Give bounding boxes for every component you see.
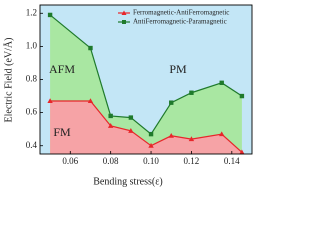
y-tick-label: 0.8: [26, 74, 38, 84]
y-tick-label: 1.0: [26, 40, 38, 50]
x-tick-label: 0.06: [62, 156, 78, 166]
y-tick-label: 0.4: [26, 140, 38, 150]
marker: [168, 132, 174, 138]
x-tick-label: 0.14: [224, 156, 240, 166]
chart: Bending stress(ε) Electric Field (eV/Å) …: [2, 4, 253, 187]
marker: [169, 100, 174, 105]
x-tick-label: 0.10: [143, 156, 159, 166]
marker: [188, 136, 195, 142]
region-label: PM: [169, 62, 187, 76]
area: [50, 101, 242, 154]
marker: [128, 128, 134, 133]
x-axis-label: Bending stress(ε): [93, 176, 162, 187]
y-tick-label: 1.2: [26, 7, 37, 17]
region-label: AFM: [49, 62, 75, 76]
x-tick-label: 0.08: [103, 156, 119, 166]
marker: [219, 131, 225, 137]
marker: [87, 98, 94, 104]
legend-marker: [122, 20, 126, 24]
marker: [47, 12, 53, 18]
marker: [239, 93, 245, 99]
legend-marker: [121, 10, 127, 15]
marker: [88, 45, 93, 51]
marker: [47, 98, 53, 104]
page: Bending stress(ε) Electric Field (eV/Å) …: [2, 4, 253, 188]
marker: [108, 113, 113, 119]
marker: [128, 115, 134, 120]
legend-label: AntiFerromagnetic-Paramagnetic: [133, 18, 227, 26]
marker: [107, 123, 114, 128]
marker: [148, 131, 154, 137]
marker: [189, 90, 194, 95]
marker: [219, 80, 224, 86]
y-axis-label: Electric Field (eV/Å): [2, 38, 14, 123]
y-tick-label: 0.6: [26, 107, 38, 117]
marker: [148, 142, 154, 148]
legend-label: Ferromagnetic-AntiFerromagnetic: [133, 9, 229, 17]
marker: [239, 149, 245, 155]
region-label: FM: [53, 125, 71, 139]
x-tick-label: 0.12: [184, 156, 200, 166]
